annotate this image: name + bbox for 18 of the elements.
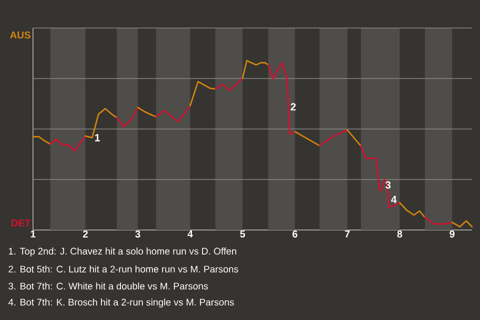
x-tick-label: 3 xyxy=(135,230,140,238)
annotation: 1 xyxy=(95,134,100,142)
text: 4. Bot 7th: K. Brosch hit a 2-run single vs M. Parsons xyxy=(8,298,234,308)
x-tick-label: 2 xyxy=(82,230,88,238)
x-tick-label: 1 xyxy=(30,230,36,238)
text: AUS xyxy=(10,31,30,39)
x-tick-label: 7 xyxy=(344,230,350,238)
text: 1. Top 2nd: J. Chavez hit a solo home run vs D. Offen xyxy=(8,248,236,256)
annotation: 4 xyxy=(391,196,397,204)
x-tick-label: 5 xyxy=(240,230,246,238)
text: 2. Bot 5th: C. Lutz hit a 2-run home run vs M. Parsons xyxy=(8,265,238,273)
x-tick-label: 9 xyxy=(450,230,455,238)
x-tick-label: 8 xyxy=(397,230,402,238)
x-tick-label: 6 xyxy=(292,230,298,238)
x-tick-label: 4 xyxy=(188,230,193,238)
text: 3. Bot 7th: C. White hit a double vs M. Parsons xyxy=(8,282,208,290)
text: DET xyxy=(12,220,31,226)
annotation: 2 xyxy=(290,103,296,110)
